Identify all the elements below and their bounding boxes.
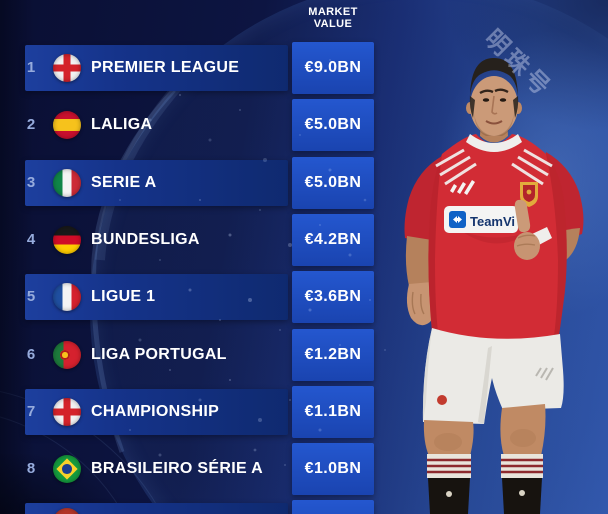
flag-icon-france (53, 283, 81, 311)
player-hair (470, 58, 518, 100)
league-name: LIGUE 1 (91, 288, 156, 305)
league-name: LIGA PORTUGAL (91, 346, 227, 363)
value-box: €1.0BN (292, 443, 374, 495)
value-box: €9.0BN (292, 42, 374, 94)
value-box: €5.0BN (292, 99, 374, 151)
league-name: BUNDESLIGA (91, 231, 200, 248)
value-box: €5.0BN (292, 157, 374, 209)
flag-icon-england (53, 398, 81, 426)
flag-icon-partial (53, 508, 81, 514)
header-line-2: VALUE (313, 18, 353, 30)
club-badge-icon (520, 182, 538, 207)
player-photo: TeamVi (404, 58, 584, 514)
table-row: 6 LIGA PORTUGAL €1.2BN (0, 329, 390, 381)
market-value-column-header: MARKET VALUE (292, 6, 374, 30)
player-shorts (422, 328, 564, 424)
rank-label: 1 (26, 59, 36, 76)
table-row: 8 BRASILEIRO SÉRIE A €1.0BN (0, 443, 390, 495)
header-line-1: MARKET (308, 6, 358, 18)
flag-icon-italy (53, 169, 81, 197)
value-box: €1.1BN (292, 386, 374, 438)
table-row: 3 SERIE A €5.0BN (0, 157, 390, 209)
thumbs-up-hand (514, 199, 552, 260)
flag-icon-germany (53, 226, 81, 254)
league-name: BRASILEIRO SÉRIE A (91, 460, 263, 477)
rank-label: 3 (26, 174, 36, 191)
rank-label: 2 (26, 116, 36, 133)
sponsor-pill: TeamVi (444, 206, 518, 233)
rank-label: 8 (26, 460, 36, 477)
flag-icon-spain (53, 111, 81, 139)
rank-label: 5 (26, 288, 36, 305)
rank-label: 6 (26, 346, 36, 363)
value-box (292, 500, 374, 514)
table-row: 7 CHAMPIONSHIP €1.1BN (0, 386, 390, 438)
league-name: LALIGA (91, 116, 153, 133)
sponsor-text: TeamVi (470, 214, 515, 229)
jersey-collar (466, 134, 522, 152)
rank-label: 4 (26, 231, 36, 248)
shoulder-stripes-icon (435, 148, 553, 186)
row-bar (25, 503, 288, 514)
league-name: PREMIER LEAGUE (91, 59, 240, 76)
player-socks (427, 454, 543, 514)
table-row: 2 LALIGA €5.0BN (0, 99, 390, 151)
player-figure: TeamVi (404, 58, 584, 514)
player-head (466, 58, 522, 136)
shorts-badge-icon (437, 395, 447, 405)
adidas-logo-icon (450, 180, 475, 195)
flag-icon-england (53, 54, 81, 82)
rank-label: 7 (26, 403, 36, 420)
flag-icon-brazil (53, 455, 81, 483)
table-row-partial (0, 500, 390, 514)
table-row: 5 LIGUE 1 €3.6BN (0, 271, 390, 323)
table-row: 1 PREMIER LEAGUE €9.0BN (0, 42, 390, 94)
ranking-table: MARKET VALUE 1 PREMIER LEAGUE €9.0BN 2 L… (0, 0, 400, 514)
table-row: 4 BUNDESLIGA €4.2BN (0, 214, 390, 266)
shorts-adidas-icon (535, 367, 554, 381)
league-name: SERIE A (91, 174, 157, 191)
flag-icon-portugal (53, 341, 81, 369)
value-box: €4.2BN (292, 214, 374, 266)
value-box: €3.6BN (292, 271, 374, 323)
league-name: CHAMPIONSHIP (91, 403, 220, 420)
value-box: €1.2BN (292, 329, 374, 381)
